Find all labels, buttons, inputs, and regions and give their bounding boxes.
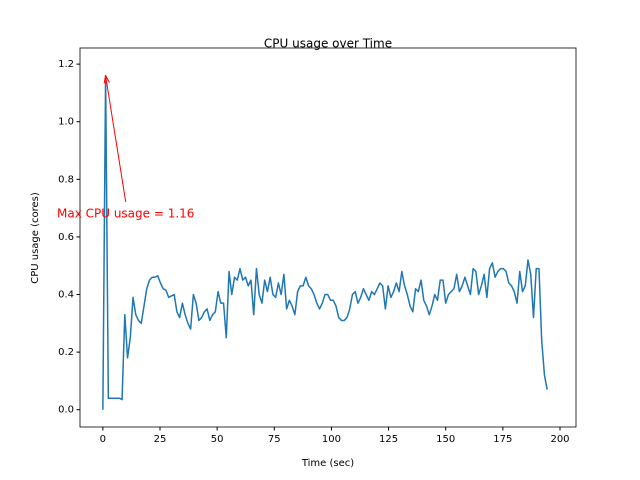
y-tick-label: 0.4 [58, 290, 74, 301]
x-tick-label: 100 [322, 434, 341, 445]
y-tick-label: 0.8 [58, 174, 74, 185]
x-tick-label: 200 [550, 434, 569, 445]
chart-title: CPU usage over Time [264, 37, 392, 51]
y-tick-label: 1.2 [58, 59, 74, 70]
x-tick-label: 50 [211, 434, 224, 445]
x-tick-label: 175 [493, 434, 512, 445]
x-tick-label: 0 [100, 434, 106, 445]
cpu-line [102, 74, 548, 410]
annotation-text: Max CPU usage = 1.16 [57, 206, 194, 220]
y-tick-label: 0.6 [58, 232, 74, 243]
y-tick-label: 0.0 [58, 405, 74, 416]
x-axis-label: Time (sec) [301, 458, 354, 469]
annotation-arrowhead [103, 75, 110, 84]
x-tick-label: 150 [436, 434, 455, 445]
x-tick-label: 25 [154, 434, 167, 445]
x-tick-label: 125 [379, 434, 398, 445]
axes-frame [79, 47, 577, 428]
y-tick-label: 1.0 [58, 117, 74, 128]
y-axis-label: CPU usage (cores) [30, 192, 41, 284]
annotation-arrow [105, 75, 127, 202]
x-tick-label: 75 [268, 434, 281, 445]
y-tick-label: 0.2 [58, 347, 74, 358]
